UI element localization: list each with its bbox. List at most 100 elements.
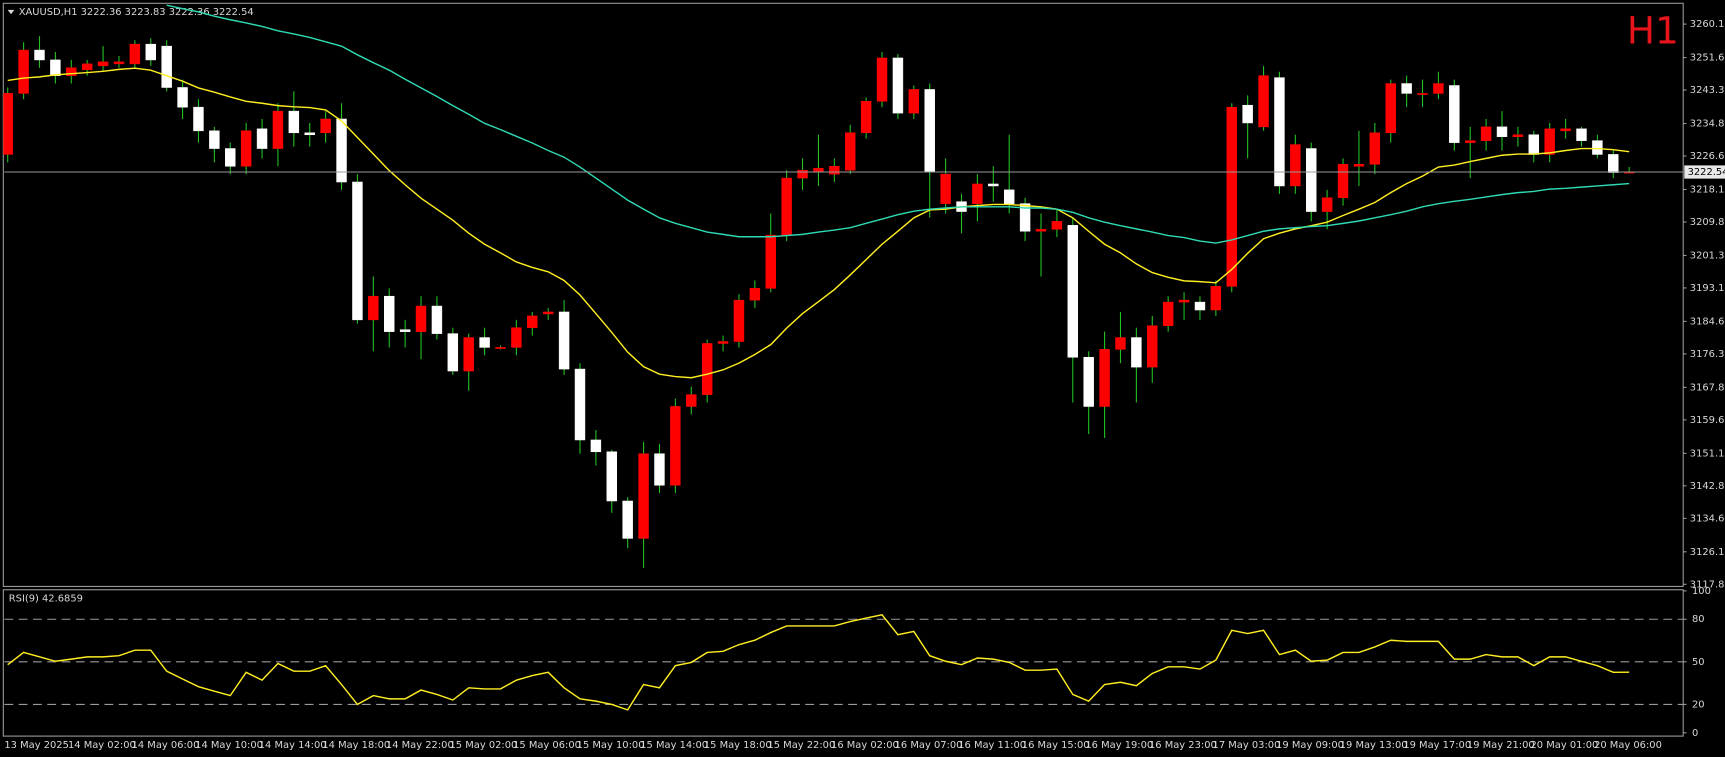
y-tick-label: 0 <box>1692 728 1698 739</box>
candle-body <box>988 183 999 187</box>
candle-body <box>1147 325 1158 368</box>
menu-arrow[interactable] <box>7 9 15 15</box>
candle-body <box>1003 189 1015 204</box>
candle-body <box>1115 337 1126 350</box>
candle-body <box>765 234 776 289</box>
x-tick-label: 14 May 22:00 <box>386 740 454 751</box>
candle-body <box>686 394 697 407</box>
y-tick-label: 3159.60 <box>1690 415 1725 426</box>
candle-body <box>18 49 29 94</box>
y-tick-label: 3260.10 <box>1690 19 1725 30</box>
candle-body <box>1480 126 1492 141</box>
chart-header: XAUUSD,H1 3222.36 3223.83 3222.36 3222.5… <box>19 7 254 18</box>
candle-body <box>717 341 729 344</box>
y-tick-label: 3134.60 <box>1690 513 1725 524</box>
candle-body <box>845 132 856 171</box>
x-tick-label: 14 May 10:00 <box>195 740 263 751</box>
candle-body <box>781 177 792 236</box>
candle-body <box>574 368 586 441</box>
candle-body <box>320 118 331 134</box>
x-tick-label: 19 May 21:00 <box>1467 740 1535 751</box>
y-tick-label: 3234.85 <box>1690 119 1725 130</box>
candle-body <box>1353 164 1365 167</box>
candle-body <box>1417 93 1428 95</box>
candle-body <box>527 315 538 328</box>
candle-body <box>129 43 141 65</box>
current-price-label: 3222.54 <box>1688 167 1725 178</box>
candle-body <box>1464 140 1476 143</box>
candle-body <box>66 67 77 76</box>
y-tick-label: 20 <box>1692 699 1705 710</box>
candle-body <box>415 305 427 332</box>
candle-body <box>1210 286 1222 311</box>
x-tick-label: 16 May 02:00 <box>831 740 899 751</box>
y-tick-label: 3209.85 <box>1690 217 1725 228</box>
candle-body <box>749 288 761 301</box>
candle-body <box>606 451 618 502</box>
candle-body <box>733 299 745 342</box>
candle-body <box>431 305 443 334</box>
y-tick-label: 80 <box>1692 614 1705 625</box>
y-tick-label: 3151.10 <box>1690 448 1725 459</box>
candle-body <box>829 165 840 175</box>
x-tick-label: 15 May 18:00 <box>704 740 772 751</box>
candle-body <box>1560 128 1571 132</box>
x-tick-label: 15 May 14:00 <box>640 740 708 751</box>
x-tick-label: 14 May 06:00 <box>132 740 200 751</box>
rsi-pane <box>2 589 1684 737</box>
candle-body <box>336 118 347 183</box>
candle-body <box>1067 225 1079 358</box>
y-tick-label: 3126.10 <box>1690 547 1725 558</box>
candle-body <box>701 343 713 395</box>
candle-body <box>1131 337 1142 368</box>
x-tick-label: 20 May 06:00 <box>1594 740 1662 751</box>
candle-body <box>97 61 109 67</box>
x-tick-label: 15 May 06:00 <box>513 740 581 751</box>
rsi-line <box>7 614 1630 711</box>
candle-body <box>654 453 665 486</box>
candle-body <box>272 110 284 149</box>
x-tick-label: 16 May 07:00 <box>895 740 963 751</box>
candle-body <box>495 347 506 349</box>
candle-body <box>622 500 633 539</box>
candle-body <box>1306 148 1317 212</box>
candle-body <box>145 43 156 61</box>
candle-body <box>479 337 490 348</box>
price-pane <box>2 2 1684 588</box>
candle-body <box>225 148 236 167</box>
candle-body <box>161 45 172 88</box>
candle-body <box>1401 83 1412 94</box>
candle-body <box>1512 134 1524 137</box>
x-tick-label: 14 May 14:00 <box>259 740 327 751</box>
candle-body <box>972 183 983 204</box>
candle-body <box>1385 83 1396 134</box>
candle-body <box>1528 134 1540 155</box>
moving-average-line <box>7 67 1630 379</box>
candle-body <box>542 311 554 315</box>
y-tick-label: 50 <box>1692 657 1705 668</box>
current-price-box <box>1684 165 1725 179</box>
candle-body <box>447 333 459 372</box>
timeframe-label: H1 <box>1627 9 1679 53</box>
candle-body <box>1544 128 1555 155</box>
x-tick-label: 19 May 09:00 <box>1276 740 1344 751</box>
x-tick-label: 19 May 13:00 <box>1340 740 1408 751</box>
candle-body <box>670 406 681 486</box>
candle-body <box>1019 203 1031 232</box>
candle-body <box>638 453 649 539</box>
x-tick-label: 15 May 02:00 <box>450 740 518 751</box>
candle-body <box>590 439 602 453</box>
x-tick-label: 14 May 18:00 <box>322 740 390 751</box>
x-tick-label: 15 May 10:00 <box>577 740 645 751</box>
y-tick-label: 3193.10 <box>1690 283 1725 294</box>
candle-body <box>1258 75 1269 128</box>
y-tick-label: 3201.35 <box>1690 250 1725 261</box>
y-tick-label: 3184.60 <box>1690 316 1725 327</box>
y-tick-label: 3218.10 <box>1690 184 1725 195</box>
candle-body <box>193 106 204 132</box>
y-tick-label: 3226.60 <box>1690 151 1725 162</box>
candle-body <box>1449 85 1460 143</box>
candle-body <box>1321 197 1333 212</box>
candle-body <box>256 128 268 149</box>
